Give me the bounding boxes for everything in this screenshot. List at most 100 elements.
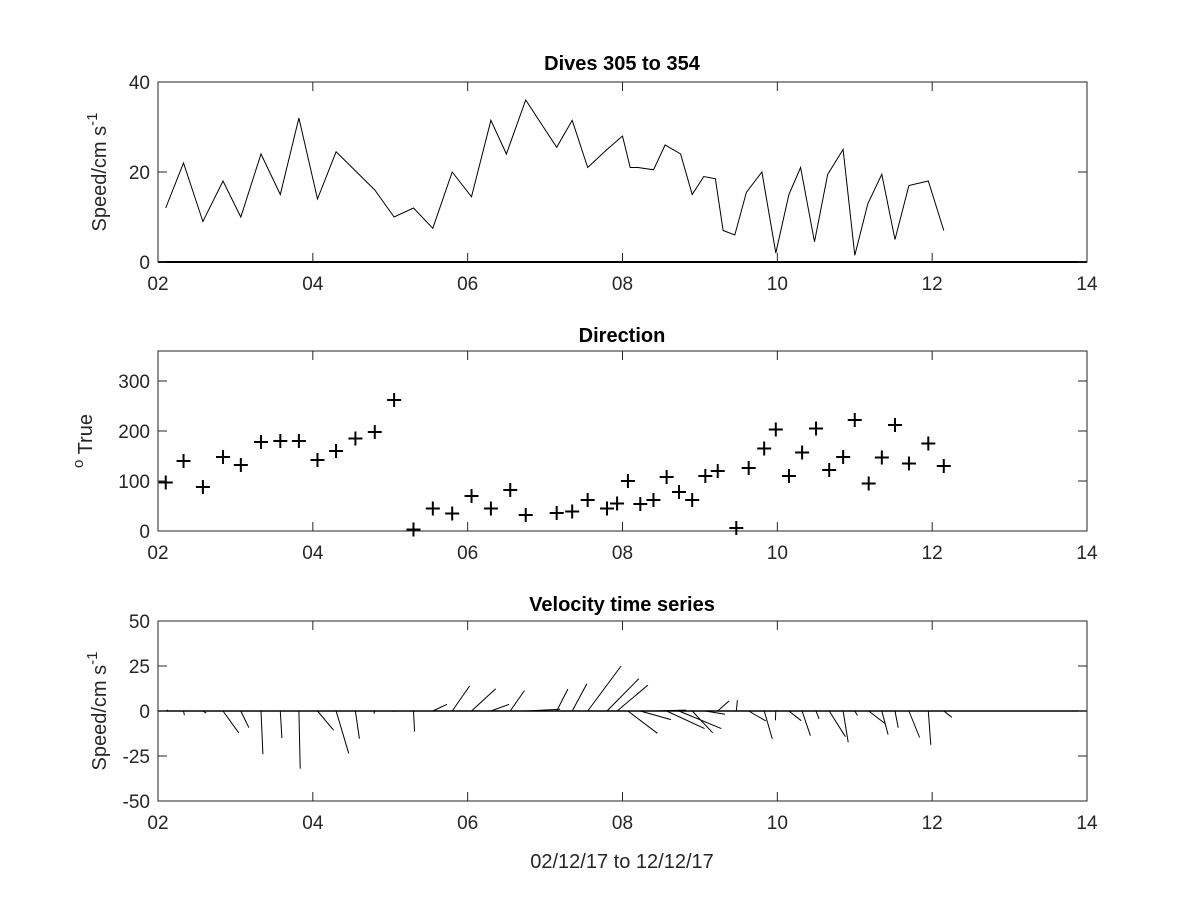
velocity-stick — [335, 710, 350, 754]
velocity-xtick-label: 02 — [147, 813, 168, 834]
velocity-stick — [317, 710, 335, 731]
velocity-stick — [927, 710, 932, 745]
direction-point-marker — [795, 445, 810, 460]
direction-point-marker — [768, 422, 783, 437]
speed-xtick-label: 06 — [457, 274, 478, 295]
direction-xtick-label: 02 — [147, 543, 168, 564]
velocity-stick — [571, 683, 588, 712]
velocity-stick — [354, 710, 360, 739]
speed-panel: 02 04 06 08 10 12 14 0 20 40 Dives 305 to 354 Sp… — [84, 53, 1098, 295]
direction-point-marker — [195, 480, 210, 494]
velocity-ytick-label: 50 — [129, 612, 150, 633]
direction-xtick-label: 04 — [302, 543, 324, 564]
velocity-stick — [815, 710, 820, 720]
direction-point-marker — [633, 497, 648, 511]
speed-xtick-label: 14 — [1076, 274, 1098, 295]
direction-point-marker — [861, 476, 876, 491]
direction-point-marker — [809, 421, 824, 436]
velocity-panel-xlabel: 02/12/17 to 12/12/17 — [530, 851, 714, 873]
direction-point-marker — [464, 489, 479, 503]
speed-ytick-label: 20 — [129, 163, 150, 184]
direction-point-marker — [847, 413, 862, 427]
direction-ytick-label: 100 — [118, 472, 150, 493]
direction-point-marker — [233, 458, 248, 472]
direction-xtick-label: 14 — [1076, 543, 1098, 564]
direction-point-marker — [698, 469, 713, 483]
direction-point-marker — [518, 508, 533, 522]
speed-xtick-label: 02 — [147, 274, 168, 295]
velocity-stick — [413, 710, 416, 732]
velocity-stick — [260, 710, 264, 755]
velocity-stick — [393, 710, 395, 713]
direction-point-marker — [659, 470, 674, 484]
direction-point-marker — [503, 483, 518, 497]
direction-point-marker — [685, 493, 700, 507]
speed-axes-frame — [157, 81, 1088, 263]
speed-panel-ylabel: Speed/cm s-1 — [84, 113, 111, 232]
direction-point-marker — [836, 450, 851, 464]
direction-xtick-label: 12 — [922, 543, 943, 564]
direction-point-marker — [425, 501, 440, 516]
velocity-stick — [298, 710, 301, 769]
velocity-xtick-label: 12 — [922, 813, 943, 834]
velocity-stick — [183, 710, 185, 716]
direction-point-marker — [216, 450, 231, 464]
velocity-stick — [748, 710, 767, 722]
speed-ytick-label: 0 — [139, 253, 150, 274]
direction-point-marker — [367, 425, 382, 439]
velocity-stick — [525, 708, 561, 712]
velocity-ytick-label: 25 — [129, 657, 150, 678]
velocity-stick — [653, 709, 686, 712]
velocity-stick — [471, 688, 497, 712]
velocity-xtick-label: 10 — [767, 813, 788, 834]
velocity-stick — [202, 710, 207, 714]
direction-point-marker — [729, 521, 744, 535]
velocity-stick — [640, 710, 672, 721]
speed-xtick-label: 08 — [612, 274, 633, 295]
direction-axes-frame — [157, 350, 1088, 532]
velocity-stick — [801, 710, 811, 736]
velocity-stick — [222, 710, 240, 734]
velocity-ylabel-text: Speed/cm s — [89, 665, 111, 771]
velocity-panel-title: Velocity time series — [529, 594, 715, 616]
speed-xtick-label: 10 — [767, 274, 788, 295]
velocity-stick — [881, 710, 889, 735]
velocity-stick — [279, 710, 283, 739]
velocity-ylabel-superscript: -1 — [84, 652, 101, 665]
velocity-stick — [373, 710, 376, 714]
velocity-xtick-label: 06 — [457, 813, 478, 834]
direction-point-marker — [253, 435, 268, 449]
velocity-stick — [735, 700, 738, 712]
direction-point-marker — [387, 393, 402, 407]
velocity-stick — [908, 710, 921, 738]
direction-point-marker — [936, 459, 951, 473]
direction-point-marker — [888, 418, 903, 432]
velocity-stick — [616, 684, 649, 712]
velocity-panel: 02 04 06 08 10 12 14 -50 -25 0 25 50 Velocity time… — [84, 594, 1098, 873]
direction-point-marker — [176, 454, 191, 468]
velocity-stick — [717, 700, 730, 712]
direction-ylabel-superscript: o — [70, 460, 87, 468]
direction-point-marker — [646, 493, 661, 507]
direction-point-marker — [291, 434, 306, 448]
velocity-stick — [432, 703, 448, 712]
velocity-stick — [556, 688, 569, 712]
velocity-stick — [854, 710, 858, 716]
direction-point-marker — [406, 522, 421, 537]
direction-point-marker — [901, 456, 916, 471]
direction-panel: 02 04 06 08 10 12 14 0 100 200 300 Direction o Tr… — [70, 325, 1098, 564]
velocity-xtick-label: 04 — [302, 813, 324, 834]
velocity-ytick-label: -50 — [123, 792, 150, 813]
direction-xtick-label: 10 — [767, 543, 788, 564]
velocity-xtick-label: 14 — [1076, 813, 1098, 834]
direction-point-marker — [921, 436, 936, 451]
direction-point-marker — [273, 434, 288, 448]
direction-point-marker — [549, 506, 564, 520]
velocity-stick — [842, 710, 849, 743]
direction-point-marker — [710, 464, 725, 478]
velocity-stick — [788, 710, 802, 722]
velocity-ytick-label: -25 — [123, 747, 150, 768]
velocity-stick — [705, 710, 726, 715]
velocity-stick — [763, 710, 773, 740]
